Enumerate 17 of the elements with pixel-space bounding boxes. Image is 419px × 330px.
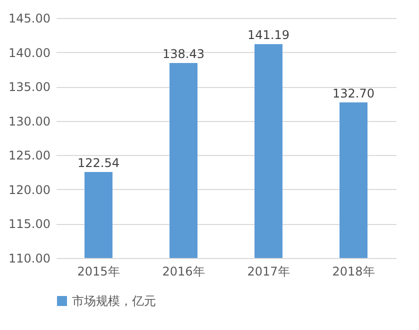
- data-label: 122.54: [78, 156, 120, 170]
- data-label: 132.70: [332, 86, 374, 100]
- x-tick-label: 2018年: [332, 264, 375, 278]
- y-tick-label: 110.00: [8, 252, 50, 266]
- y-tick-label: 130.00: [8, 114, 50, 128]
- data-label: 141.19: [248, 28, 290, 42]
- y-tick-label: 135.00: [8, 80, 50, 94]
- x-tick-label: 2017年: [247, 264, 290, 278]
- data-label: 138.43: [162, 47, 204, 62]
- y-tick-label: 140.00: [8, 46, 50, 60]
- x-tick-label: 2015年: [77, 264, 120, 278]
- y-tick-label: 120.00: [8, 182, 50, 197]
- y-tick-label: 145.00: [8, 12, 50, 26]
- y-tick-label: 115.00: [8, 217, 50, 232]
- legend-label: 市场规模，亿元: [72, 294, 156, 308]
- x-tick-label: 2016年: [162, 264, 205, 278]
- y-tick-label: 125.00: [8, 148, 50, 163]
